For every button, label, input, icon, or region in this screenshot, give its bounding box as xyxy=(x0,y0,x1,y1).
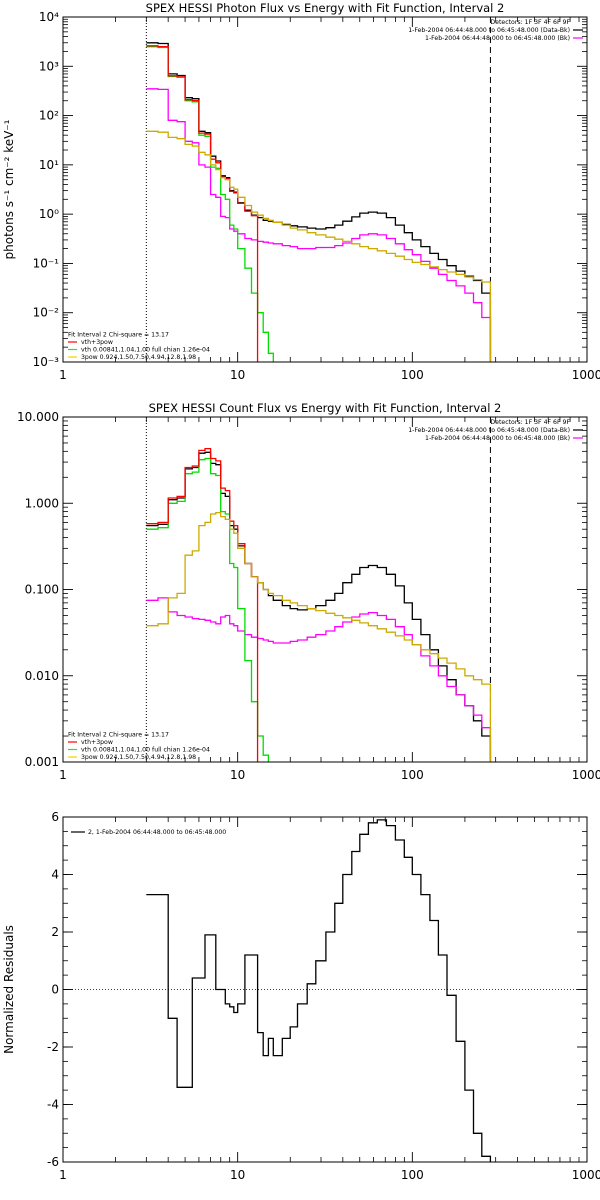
y-tick-label: -4 xyxy=(47,1098,59,1112)
chart-title: SPEX HESSI Photon Flux vs Energy with Fi… xyxy=(146,1,505,15)
x-tick-label: 100 xyxy=(401,768,424,782)
legend-entry-label: Fit Interval 2 Chi-square = 13.17 xyxy=(68,332,169,339)
legend-entry-label: 1-Feb-2004 06:44:48.000 to 06:45:48.000 … xyxy=(425,35,570,42)
y-tick-label: 10³ xyxy=(39,59,59,73)
y-tick-label: 2 xyxy=(51,925,59,939)
y-tick-label: 10⁻³ xyxy=(33,355,60,369)
legend-entry-label: vth+3pow xyxy=(81,339,113,346)
plot-frame xyxy=(62,416,588,763)
series-2-line xyxy=(146,46,274,362)
plot-frame xyxy=(62,816,588,1163)
legend-entry-label: Fit Interval 2 Chi-square = 13.17 xyxy=(68,732,169,739)
series-3-line xyxy=(146,45,259,219)
y-tick-label: 10.000 xyxy=(17,410,59,424)
legend-entry-label: vth+3pow xyxy=(81,739,113,746)
series-group xyxy=(146,819,492,1162)
x-tick-label: 10 xyxy=(230,368,245,382)
y-tick-label: 10⁻² xyxy=(33,306,60,320)
x-tick-label: 10 xyxy=(230,768,245,782)
y-tick-label: 6 xyxy=(51,810,59,824)
y-tick-label: 4 xyxy=(51,868,59,882)
y-tick-label: 0.010 xyxy=(25,669,59,683)
series-1-line xyxy=(146,597,492,747)
y-tick-label: 10² xyxy=(39,109,59,123)
y-tick-label: 10⁴ xyxy=(39,10,59,24)
x-tick-label: 1 xyxy=(59,368,67,382)
y-tick-label: 0.001 xyxy=(25,755,59,769)
y-tick-label: 10¹ xyxy=(39,158,59,172)
y-tick-label: -6 xyxy=(47,1155,59,1169)
x-tick-label: 1000 xyxy=(572,1168,600,1182)
x-tick-label: 1000 xyxy=(572,368,600,382)
series-group xyxy=(146,42,492,362)
y-axis-label: Normalized Residuals xyxy=(2,925,16,1054)
y-tick-label: 10⁻¹ xyxy=(33,256,60,270)
legend-entry-label: 3pow 0.924,1.50,7.50,4.94,12.8,1.98 xyxy=(81,354,196,361)
series-1-line xyxy=(146,88,492,339)
legend-entry-label: vth 0.00841,1.04,1.00 full chian 1.26e-0… xyxy=(81,747,210,754)
x-tick-label: 1000 xyxy=(572,768,600,782)
legend-entry-label: 1-Feb-2004 06:44:48.000 to 06:45:48.000 … xyxy=(425,435,570,442)
x-tick-label: 100 xyxy=(401,368,424,382)
x-tick-label: 100 xyxy=(401,1168,424,1182)
y-tick-label: 10⁰ xyxy=(39,207,59,221)
legend-entry-label: vth 0.00841,1.04,1.00 full chian 1.26e-0… xyxy=(81,347,210,354)
series-3-line xyxy=(146,447,259,583)
y-tick-label: 1.000 xyxy=(25,496,59,510)
x-tick-label: 1 xyxy=(59,768,67,782)
chart-title: SPEX HESSI Count Flux vs Energy with Fit… xyxy=(149,401,502,415)
y-tick-label: 0.100 xyxy=(25,583,59,597)
count-flux-panel: SPEX HESSI Count Flux vs Energy with Fit… xyxy=(17,401,600,782)
legend-entry-label: Detectors: 1F 3F 4F 6F 9F xyxy=(490,419,570,426)
series-0-line xyxy=(146,42,492,318)
x-tick-label: 1 xyxy=(59,1168,67,1182)
plot-frame xyxy=(62,16,588,363)
legend-entry-label: 3pow 0.924,1.50,7.50,4.94,12.8,1.98 xyxy=(81,754,196,761)
legend-entry-label: Detectors: 1F 3F 4F 6F 9F xyxy=(490,19,570,26)
series-group xyxy=(146,447,492,762)
y-tick-label: 0 xyxy=(51,983,59,997)
residuals-panel: Normalized Residuals 1 10 100 1000 -6 -4 -2 0 2 4 6… xyxy=(2,810,600,1182)
photon-flux-panel: SPEX HESSI Photon Flux vs Energy with Fi… xyxy=(2,1,600,382)
series-0-line xyxy=(146,451,492,756)
y-tick-label: -2 xyxy=(47,1040,59,1054)
legend-entry-label: 1-Feb-2004 06:44:48.000 to 06:45:48.000 … xyxy=(408,427,570,434)
legend-entry-label: 2, 1-Feb-2004 06:44:48.000 to 06:45:48.0… xyxy=(88,829,226,836)
series-4-line xyxy=(146,511,492,690)
legend-entry-label: 1-Feb-2004 06:44:48.000 to 06:45:48.000 … xyxy=(408,27,570,34)
series-0-line xyxy=(146,819,492,1162)
x-tick-label: 10 xyxy=(230,1168,245,1182)
series-4-line xyxy=(146,130,492,285)
series-2-line xyxy=(146,457,270,762)
y-axis-label: photons s⁻¹ cm⁻² keV⁻¹ xyxy=(2,119,16,259)
